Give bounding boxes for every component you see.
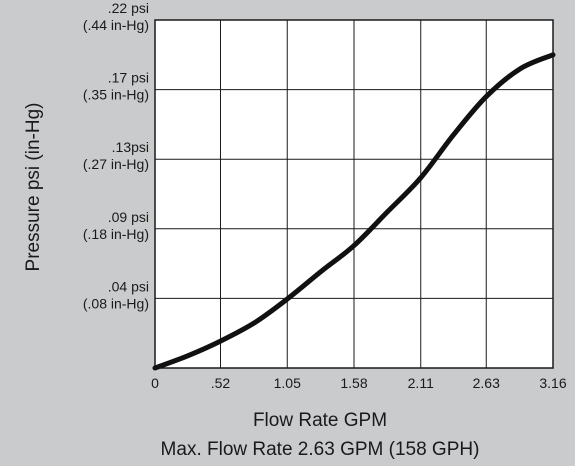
grid-lines (155, 20, 553, 368)
y-tick-label-inhg: (.27 in-Hg) (83, 156, 149, 172)
y-tick-labels: .04 psi(.08 in-Hg) .09 psi(.18 in-Hg) .13p… (83, 0, 149, 311)
x-axis-title: Flow Rate GPM (253, 410, 387, 431)
x-tick-label: 2.63 (473, 375, 500, 391)
x-tick-labels: 0 .52 1.05 1.58 2.11 2.63 3.16 (151, 375, 567, 391)
x-tick-label: .52 (211, 375, 231, 391)
y-tick-label-psi: .13psi (112, 139, 149, 155)
x-tick-label: 2.11 (408, 375, 434, 391)
y-axis-title: Pressure psi (in-Hg) (23, 103, 44, 272)
x-tick-label: 1.58 (340, 375, 367, 391)
x-tick-label: 0 (151, 375, 159, 391)
y-tick-label-inhg: (.35 in-Hg) (83, 87, 149, 103)
series-layer (152, 52, 556, 371)
y-tick-label-psi: .09 psi (108, 209, 149, 225)
y-tick-label-inhg: (.44 in-Hg) (83, 17, 149, 33)
y-tick-label-psi: .04 psi (108, 278, 149, 294)
y-tick-label-inhg: (.18 in-Hg) (83, 226, 149, 242)
pressure-curve (152, 52, 556, 371)
chart-subtitle: Max. Flow Rate 2.63 GPM (158 GPH) (161, 439, 480, 460)
x-tick-label: 1.05 (274, 375, 301, 391)
y-tick-label-psi: .22 psi (108, 0, 149, 16)
y-tick-label-psi: .17 psi (108, 70, 149, 86)
y-tick-label-inhg: (.08 in-Hg) (83, 295, 149, 311)
x-tick-label: 3.16 (539, 375, 566, 391)
